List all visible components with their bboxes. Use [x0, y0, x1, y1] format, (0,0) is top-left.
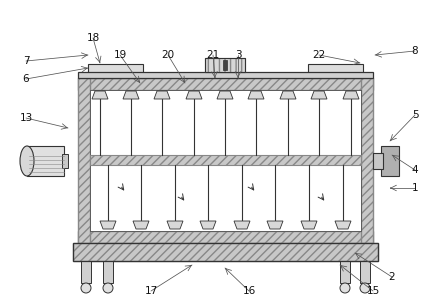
- Bar: [103, 261, 113, 283]
- Polygon shape: [311, 91, 327, 99]
- Circle shape: [340, 283, 350, 293]
- Ellipse shape: [20, 146, 34, 176]
- Text: 2: 2: [388, 272, 395, 282]
- Text: 20: 20: [162, 50, 174, 60]
- Text: 5: 5: [412, 110, 418, 120]
- Bar: [81, 261, 91, 283]
- Polygon shape: [186, 91, 202, 99]
- Polygon shape: [133, 221, 149, 229]
- Circle shape: [360, 283, 370, 293]
- Text: 15: 15: [366, 286, 380, 296]
- Polygon shape: [123, 91, 139, 99]
- Polygon shape: [200, 221, 216, 229]
- Text: 8: 8: [412, 46, 418, 56]
- Polygon shape: [343, 91, 359, 99]
- Bar: [205, 58, 245, 72]
- Bar: [381, 146, 399, 176]
- Polygon shape: [154, 91, 170, 99]
- Bar: [360, 261, 370, 283]
- Polygon shape: [248, 91, 264, 99]
- Bar: [73, 243, 378, 261]
- Text: 13: 13: [20, 113, 32, 123]
- Polygon shape: [100, 221, 116, 229]
- Bar: [90, 90, 361, 231]
- Bar: [223, 60, 227, 70]
- Polygon shape: [335, 221, 351, 229]
- Text: 22: 22: [313, 50, 325, 60]
- Bar: [88, 64, 143, 78]
- Text: 17: 17: [144, 286, 158, 296]
- Bar: [78, 72, 373, 78]
- Text: 1: 1: [412, 183, 418, 193]
- Text: 19: 19: [113, 50, 127, 60]
- Bar: [90, 155, 361, 165]
- Bar: [373, 153, 383, 169]
- Polygon shape: [92, 91, 108, 99]
- Text: 16: 16: [242, 286, 256, 296]
- Polygon shape: [217, 91, 233, 99]
- Circle shape: [81, 283, 91, 293]
- Bar: [78, 78, 90, 243]
- Text: 7: 7: [23, 56, 29, 66]
- Bar: [78, 231, 373, 243]
- Polygon shape: [267, 221, 283, 229]
- Text: 4: 4: [412, 165, 418, 175]
- Bar: [205, 58, 245, 72]
- Bar: [340, 261, 350, 283]
- Bar: [73, 243, 378, 261]
- Text: 18: 18: [87, 33, 99, 43]
- Polygon shape: [301, 221, 317, 229]
- Bar: [308, 64, 363, 78]
- Text: 3: 3: [235, 50, 241, 60]
- Bar: [27, 146, 64, 176]
- Circle shape: [103, 283, 113, 293]
- Bar: [78, 78, 373, 90]
- Polygon shape: [280, 91, 296, 99]
- Bar: [62, 154, 68, 168]
- Bar: [361, 78, 373, 243]
- Polygon shape: [234, 221, 250, 229]
- Polygon shape: [167, 221, 183, 229]
- Text: 21: 21: [206, 50, 220, 60]
- Text: 6: 6: [23, 74, 29, 84]
